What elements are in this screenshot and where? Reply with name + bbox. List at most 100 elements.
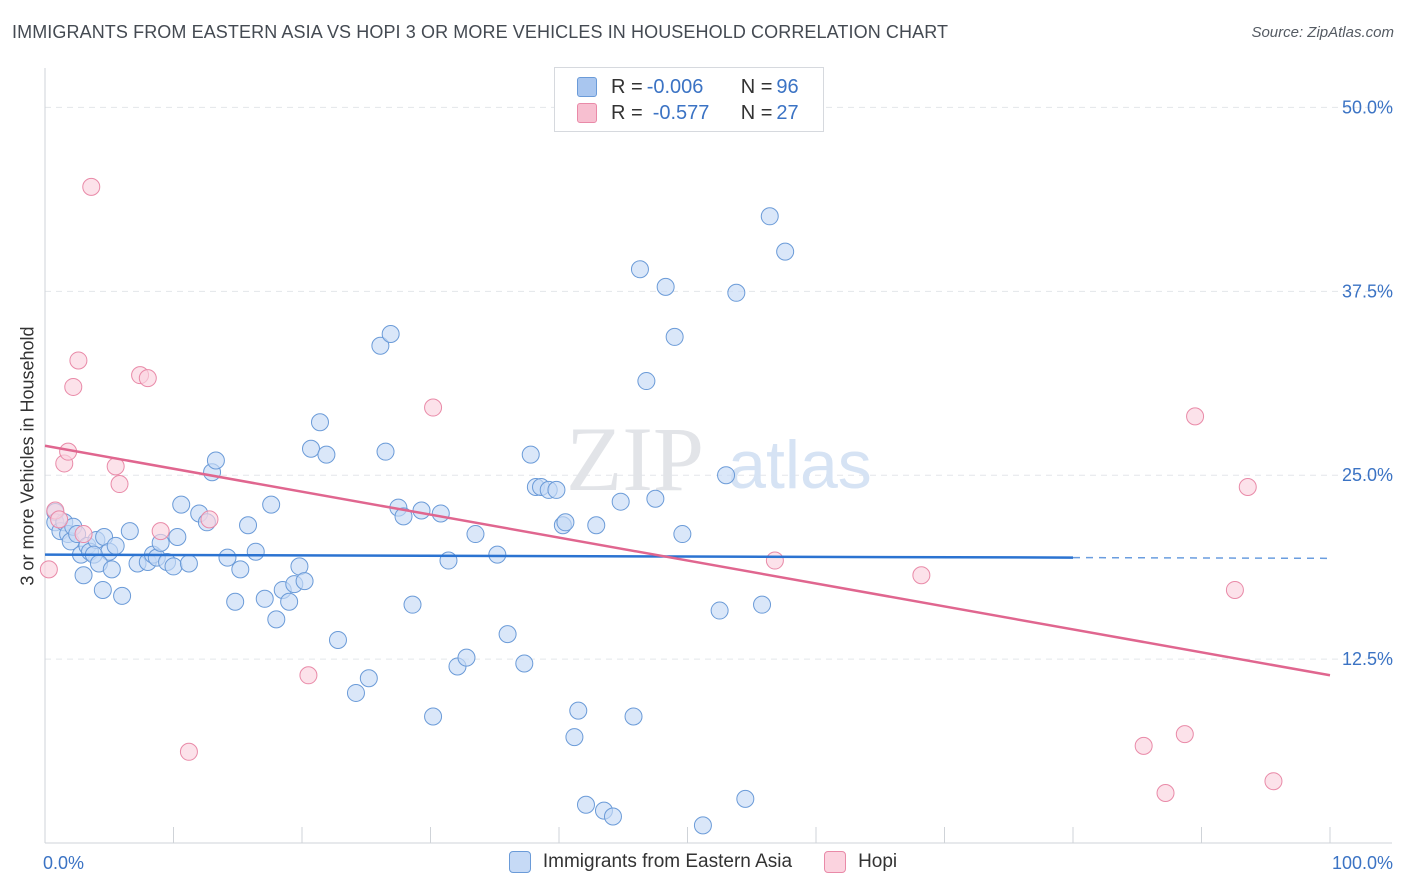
tick-labels: 12.5% 25.0% 37.5% 50.0% 0.0% 100.0%	[43, 97, 1393, 873]
data-point	[403, 595, 422, 614]
data-point	[110, 475, 129, 494]
data-point	[515, 654, 534, 673]
legend-swatch-blue	[577, 77, 597, 97]
data-point	[1264, 772, 1283, 791]
data-point	[267, 610, 286, 629]
gridlines	[45, 106, 1392, 660]
data-point	[200, 510, 219, 529]
legend-n-value: 96	[776, 75, 799, 98]
legend-n-label: N =	[740, 101, 773, 124]
data-point	[394, 507, 413, 526]
data-point	[179, 554, 198, 573]
data-point	[717, 466, 736, 485]
data-point	[556, 513, 575, 532]
data-point	[346, 683, 365, 702]
data-point	[424, 398, 443, 417]
data-point	[317, 445, 336, 464]
data-point	[760, 207, 779, 226]
data-point	[39, 560, 58, 579]
data-point	[1175, 725, 1194, 744]
y-tick-label: 37.5%	[1342, 281, 1393, 301]
data-point	[1225, 580, 1244, 599]
data-point	[488, 545, 507, 564]
data-point	[113, 586, 132, 605]
data-point	[1238, 477, 1257, 496]
data-point	[310, 413, 329, 432]
data-point	[765, 551, 784, 570]
legend-r-value: -0.006	[646, 75, 704, 98]
data-point	[1134, 736, 1153, 755]
data-point	[710, 601, 729, 620]
axes	[44, 68, 1392, 844]
data-point	[239, 516, 258, 535]
data-point	[547, 480, 566, 499]
data-point	[693, 816, 712, 835]
legend-n-value: 27	[776, 101, 799, 124]
data-point	[301, 439, 320, 458]
data-point	[50, 510, 69, 529]
legend-label: Immigrants from Eastern Asia	[542, 851, 793, 872]
y-tick-label: 12.5%	[1342, 649, 1393, 669]
y-tick-label: 25.0%	[1342, 465, 1393, 485]
legend-swatch-pink	[577, 103, 597, 123]
data-point	[565, 728, 584, 747]
data-point	[74, 566, 93, 585]
data-point	[172, 495, 191, 514]
legend-row-hopi: R = -0.577 N = 27	[577, 100, 799, 126]
data-point	[106, 536, 125, 555]
data-point	[412, 501, 431, 520]
stats-legend: R = -0.006 N = 96 R = -0.577 N = 27	[554, 67, 824, 132]
data-point	[576, 795, 595, 814]
watermark-zip: ZIP	[566, 408, 704, 510]
legend-swatch-pink	[824, 851, 847, 873]
data-point	[295, 572, 314, 591]
data-point	[151, 522, 170, 541]
legend-swatch-blue	[508, 851, 531, 873]
data-point	[587, 516, 606, 535]
data-point	[521, 445, 540, 464]
data-point	[1186, 407, 1205, 426]
data-point	[218, 548, 237, 567]
source-label: Source: ZipAtlas.com	[1251, 24, 1394, 41]
legend-r-label: R =	[611, 75, 643, 98]
data-point	[753, 595, 772, 614]
data-point	[359, 669, 378, 688]
data-point	[630, 260, 649, 279]
y-tick-label: 50.0%	[1342, 97, 1393, 117]
data-point	[74, 525, 93, 544]
trend-line-hopi	[44, 444, 1331, 677]
data-point	[603, 807, 622, 826]
legend-row-eastern-asia: R = -0.006 N = 96	[577, 74, 799, 100]
data-point	[776, 242, 795, 261]
data-point	[637, 372, 656, 391]
legend-item-eastern-asia[interactable]: Immigrants from Eastern Asia	[508, 851, 793, 873]
chart-title: IMMIGRANTS FROM EASTERN ASIA VS HOPI 3 O…	[12, 22, 949, 42]
data-point	[466, 525, 485, 544]
legend-item-hopi[interactable]: Hopi	[824, 851, 897, 873]
data-point	[69, 351, 88, 370]
legend-label: Hopi	[858, 851, 898, 872]
data-point	[381, 324, 400, 343]
data-point	[206, 451, 225, 470]
watermark: ZIP atlas	[566, 408, 872, 510]
data-point	[231, 560, 250, 579]
legend-r-value: -0.577	[652, 101, 710, 124]
data-point	[424, 707, 443, 726]
series-legend: Immigrants from Eastern Asia Hopi	[0, 851, 1406, 873]
data-point	[102, 560, 121, 579]
data-point	[82, 177, 101, 196]
data-point	[727, 283, 746, 302]
data-point	[665, 327, 684, 346]
data-point	[736, 789, 755, 808]
data-point	[179, 742, 198, 761]
trend-lines	[44, 444, 1331, 677]
data-point	[624, 707, 643, 726]
trend-line-eastern-asia	[44, 553, 1074, 559]
data-point	[246, 542, 265, 561]
watermark-atlas: atlas	[728, 427, 872, 503]
data-point	[226, 592, 245, 611]
data-point	[280, 592, 299, 611]
legend-r-label: R =	[611, 101, 643, 124]
y-axis-label: 3 or more Vehicles in Household	[17, 326, 38, 586]
